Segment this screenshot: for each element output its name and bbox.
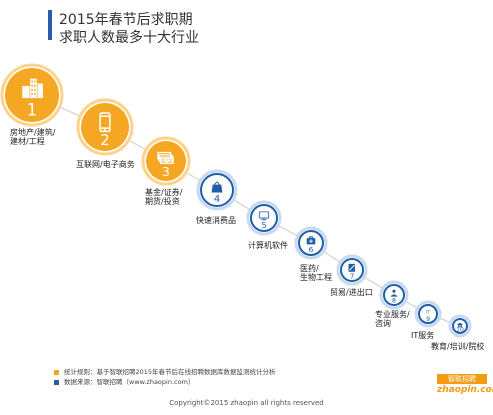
- industry-label-line: 专业服务/: [375, 310, 410, 319]
- industry-label-line: IT服务: [411, 331, 435, 340]
- industry-label-line: 房地产/建筑/: [10, 128, 56, 137]
- industry-label-line: 期货/投资: [145, 197, 180, 206]
- rank-number-3: 3: [162, 164, 170, 179]
- rank-circle-9: IT9: [414, 300, 442, 328]
- industry-label-8: 专业服务/咨询: [375, 310, 410, 328]
- copyright-text: Copyright©2015 zhaopin all rights reserv…: [169, 399, 324, 407]
- rank-circle-8: 8: [379, 280, 409, 310]
- smartphone-icon: [99, 112, 111, 133]
- zhaopin-logo: 智联招聘 zhaopin.com: [437, 374, 493, 396]
- it-text-icon: IT: [426, 310, 430, 315]
- industry-label-line: 互联网/电子商务: [76, 160, 135, 169]
- industry-label-line: 计算机软件: [248, 241, 288, 250]
- rank-circle-1: 1: [0, 63, 64, 127]
- rank-number-2: 2: [100, 131, 109, 149]
- notes: 统计规则：基于智联招聘2015年春节后在线招聘数据库数据监测统计分析 数据来源：…: [54, 367, 276, 387]
- industry-label-line: 医药/: [300, 264, 319, 273]
- rank-circle-7: 7: [336, 254, 368, 286]
- page-title-line1: 2015年春节后求职期: [59, 12, 193, 28]
- industry-label-6: 医药/生物工程: [300, 264, 332, 282]
- rank-number-5: 5: [261, 221, 266, 230]
- logo-en-text: zhaopin.com: [437, 385, 493, 395]
- industry-label-2: 互联网/电子商务: [76, 160, 135, 169]
- document-pen-icon: [348, 263, 355, 272]
- rank-circle-5: 5: [246, 200, 282, 236]
- industry-label-line: 建材/工程: [10, 137, 45, 146]
- industry-label-4: 快速消费品: [196, 216, 236, 225]
- rank-disc: [418, 304, 438, 324]
- money-stack-icon: [157, 151, 174, 164]
- consultant-icon: [390, 289, 398, 297]
- graduation-cap-icon: [457, 322, 463, 328]
- rank-disc: [81, 103, 129, 151]
- logo-cn-text: 智联招聘: [437, 374, 487, 384]
- rank-number-7: 7: [350, 272, 354, 280]
- rank-number-9: 9: [426, 316, 430, 323]
- rank-number-8: 8: [392, 298, 396, 305]
- buildings-icon: [22, 78, 43, 99]
- rank-circle-4: 4: [196, 169, 238, 211]
- note-stat-rule: 统计规则：基于智联招聘2015年春节后在线招聘数据库数据监测统计分析: [54, 367, 276, 377]
- rank-circle-6: 6: [294, 226, 328, 260]
- svg-text:IT: IT: [426, 310, 430, 315]
- note-stat-rule-text: 统计规则：基于智联招聘2015年春节后在线招聘数据库数据监测统计分析: [64, 368, 276, 376]
- rank-number-6: 6: [309, 245, 314, 254]
- square-bullet-icon: [54, 369, 59, 375]
- industry-label-line: 贸易/进出口: [330, 288, 373, 297]
- rank-circle-10: 10: [448, 314, 472, 338]
- rank-number-4: 4: [214, 194, 220, 205]
- industry-label-line: 快速消费品: [196, 216, 236, 225]
- industry-label-9: IT服务: [411, 331, 434, 340]
- page-title-line2: 求职人数最多十大行业: [59, 30, 199, 46]
- rank-number-10: 10: [456, 326, 464, 333]
- rank-circle-2: 2: [76, 98, 134, 156]
- note-source: 数据来源：智联招聘（www.zhaopin.com）: [54, 377, 276, 387]
- rank-disc: [452, 318, 468, 334]
- industry-label-line: 教育/培训/院校: [431, 342, 485, 351]
- title-accent-bar: [48, 10, 52, 40]
- industry-label-7: 贸易/进出口: [330, 288, 373, 297]
- industry-label-10: 教育/培训/院校: [431, 342, 484, 351]
- rank-circle-3: 3: [141, 136, 191, 186]
- connector-line: [31, 94, 461, 327]
- shopping-bag-icon: [211, 181, 223, 193]
- industry-label-line: 生物工程: [300, 273, 332, 282]
- industry-label-line: 基金/证券/: [145, 188, 183, 197]
- industry-label-1: 房地产/建筑/建材/工程: [10, 128, 55, 146]
- rank-number-1: 1: [27, 99, 38, 119]
- square-bullet-icon: [54, 379, 59, 385]
- industry-label-3: 基金/证券/期货/投资: [145, 188, 182, 206]
- note-source-text: 数据来源：智联招聘（www.zhaopin.com）: [64, 378, 195, 386]
- medical-kit-icon: [306, 236, 316, 245]
- monitor-icon: [258, 211, 270, 221]
- industry-label-line: 咨询: [375, 319, 391, 328]
- industry-label-5: 计算机软件: [248, 241, 288, 250]
